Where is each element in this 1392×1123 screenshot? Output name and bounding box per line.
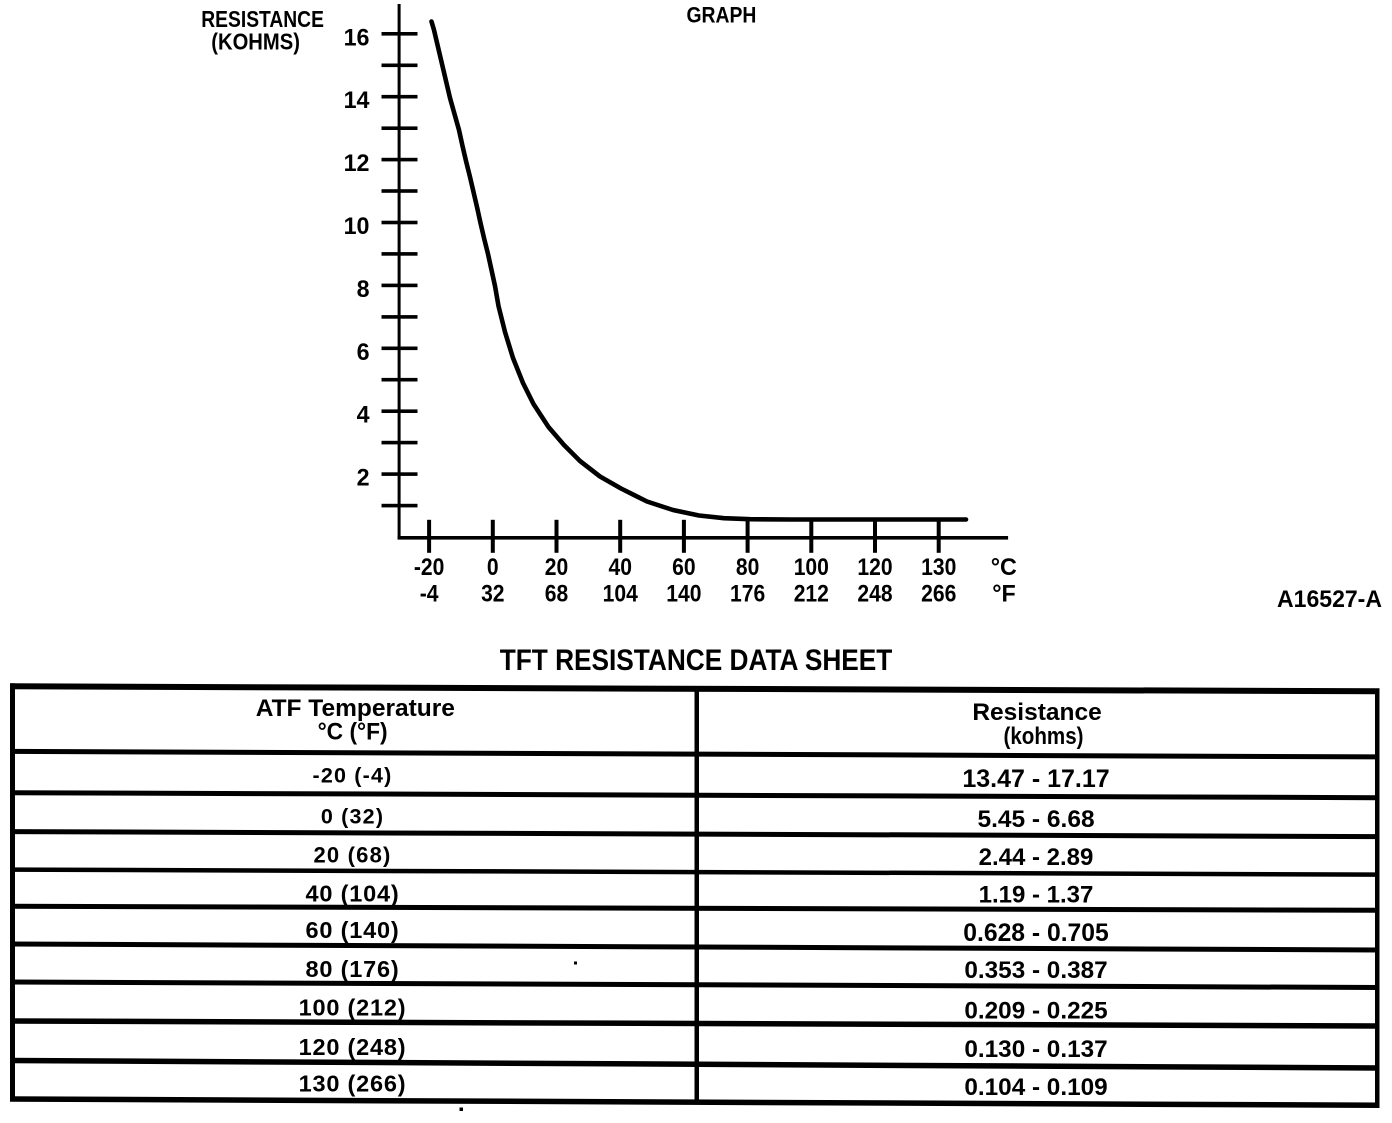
svg-text:2.44 - 2.89: 2.44 - 2.89 xyxy=(979,844,1094,871)
svg-text:60: 60 xyxy=(672,554,695,581)
svg-text:40: 40 xyxy=(608,554,631,581)
svg-text:266: 266 xyxy=(921,580,956,607)
svg-text:-20 (-4): -20 (-4) xyxy=(312,764,392,788)
svg-text:ATF Temperature: ATF Temperature xyxy=(256,695,455,722)
svg-text:(KOHMS): (KOHMS) xyxy=(211,28,300,55)
svg-text:120 (248): 120 (248) xyxy=(299,1034,407,1060)
svg-text:212: 212 xyxy=(794,580,829,607)
svg-text:80: 80 xyxy=(736,554,759,581)
svg-text:GRAPH: GRAPH xyxy=(686,3,756,27)
svg-text:12: 12 xyxy=(344,150,370,178)
svg-text:0.209 - 0.225: 0.209 - 0.225 xyxy=(964,998,1107,1025)
svg-text:100: 100 xyxy=(794,554,829,581)
svg-text:°C: °C xyxy=(991,555,1017,581)
svg-text:16: 16 xyxy=(344,24,370,52)
svg-text:2: 2 xyxy=(357,464,370,492)
svg-text:68: 68 xyxy=(545,580,568,607)
svg-text:5.45 - 6.68: 5.45 - 6.68 xyxy=(977,806,1094,833)
svg-text:4: 4 xyxy=(357,401,371,429)
svg-text:130: 130 xyxy=(921,554,956,581)
svg-text:°F: °F xyxy=(992,581,1016,607)
svg-text:Resistance: Resistance xyxy=(972,699,1101,726)
svg-text:80 (176): 80 (176) xyxy=(306,956,400,982)
svg-text:0: 0 xyxy=(487,554,499,581)
svg-text:0.104 - 0.109: 0.104 - 0.109 xyxy=(964,1074,1107,1101)
svg-text:0.353 - 0.387: 0.353 - 0.387 xyxy=(964,957,1107,984)
svg-text:0.628 - 0.705: 0.628 - 0.705 xyxy=(963,920,1109,947)
svg-text:40 (104): 40 (104) xyxy=(306,881,400,907)
svg-text:100 (212): 100 (212) xyxy=(299,995,407,1021)
svg-text:6: 6 xyxy=(357,338,370,366)
svg-text:TFT RESISTANCE DATA SHEET: TFT RESISTANCE DATA SHEET xyxy=(500,644,893,677)
svg-text:-4: -4 xyxy=(420,580,439,607)
svg-text:8: 8 xyxy=(357,275,370,303)
svg-text:32: 32 xyxy=(481,580,504,607)
svg-text:20 (68): 20 (68) xyxy=(313,843,391,868)
svg-text:A16527-A: A16527-A xyxy=(1277,585,1382,613)
svg-text:60 (140): 60 (140) xyxy=(306,917,400,943)
svg-text:RESISTANCE: RESISTANCE xyxy=(201,6,324,32)
svg-text:120: 120 xyxy=(857,554,892,581)
svg-text:10: 10 xyxy=(344,212,370,240)
svg-text:176: 176 xyxy=(730,580,765,607)
svg-text:°C (°F): °C (°F) xyxy=(318,719,388,746)
svg-text:14: 14 xyxy=(344,87,371,115)
svg-text:20: 20 xyxy=(545,554,568,581)
svg-text:140: 140 xyxy=(666,580,701,607)
svg-text:13.47 - 17.17: 13.47 - 17.17 xyxy=(962,765,1109,793)
svg-text:1.19 - 1.37: 1.19 - 1.37 xyxy=(979,882,1094,909)
svg-text:0 (32): 0 (32) xyxy=(321,805,384,829)
svg-text:248: 248 xyxy=(857,580,892,607)
svg-text:-20: -20 xyxy=(414,554,445,581)
svg-text:130 (266): 130 (266) xyxy=(299,1071,407,1097)
svg-text:104: 104 xyxy=(603,580,639,607)
svg-text:(kohms): (kohms) xyxy=(1004,722,1084,749)
svg-text:0.130 - 0.137: 0.130 - 0.137 xyxy=(964,1036,1107,1063)
